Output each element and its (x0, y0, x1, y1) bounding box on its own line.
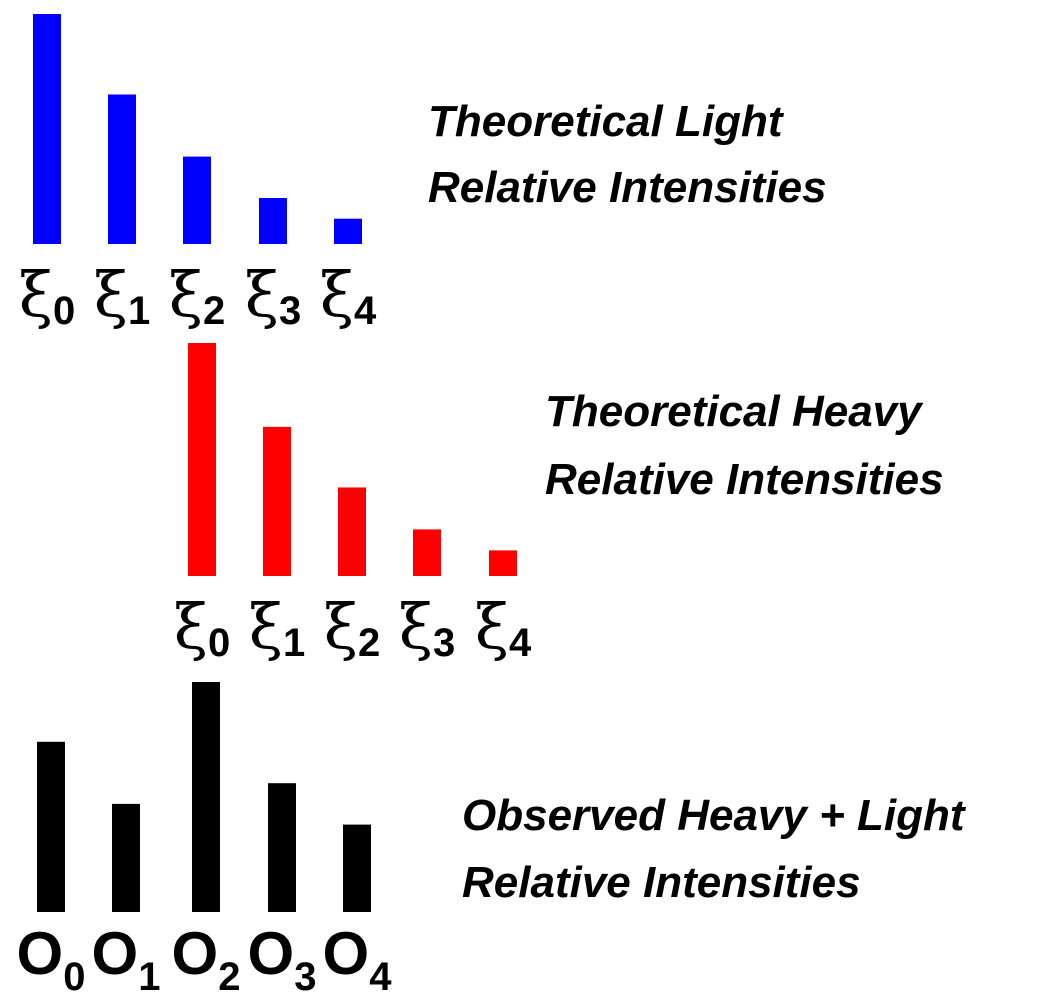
tick-symbol: ξ (475, 590, 509, 663)
tick-symbol: O (92, 920, 139, 987)
tick-label-2-1: O1 (92, 920, 161, 999)
panel-caption-line-1: Relative Intensities (462, 858, 861, 907)
tick-subscript: 4 (354, 289, 377, 333)
bar-2-1 (112, 803, 140, 912)
tick-symbol: ξ (320, 258, 354, 331)
bar-0-4 (334, 218, 362, 244)
tick-subscript: 0 (63, 955, 85, 999)
bar-0-0 (33, 14, 61, 244)
bar-1-0 (188, 343, 216, 576)
tick-subscript: 1 (128, 289, 150, 333)
tick-symbol: ξ (249, 590, 283, 663)
tick-subscript: 2 (203, 289, 225, 333)
tick-symbol: ξ (245, 258, 279, 331)
panel-caption-line-1: Relative Intensities (428, 163, 827, 212)
bar-1-4 (489, 550, 517, 576)
tick-subscript: 4 (369, 955, 392, 999)
tick-subscript: 3 (294, 955, 316, 999)
tick-symbol: O (172, 920, 219, 987)
tick-label-0-3: ξ3 (245, 258, 301, 333)
tick-subscript: 0 (208, 621, 230, 665)
tick-subscript: 2 (358, 621, 380, 665)
tick-subscript: 3 (433, 621, 455, 665)
tick-label-1-1: ξ1 (249, 590, 305, 665)
bar-1-2 (338, 487, 366, 576)
panel-caption-line-0: Observed Heavy + Light (462, 791, 967, 840)
bar-0-1 (108, 94, 136, 244)
tick-symbol: ξ (94, 258, 128, 331)
tick-symbol: ξ (174, 590, 208, 663)
tick-subscript: 1 (138, 955, 160, 999)
tick-label-0-4: ξ4 (320, 258, 377, 333)
tick-symbol: ξ (324, 590, 358, 663)
tick-symbol: O (17, 920, 64, 987)
tick-subscript: 2 (218, 955, 240, 999)
bar-0-2 (183, 156, 211, 244)
tick-label-1-4: ξ4 (475, 590, 532, 665)
tick-label-2-2: O2 (172, 920, 241, 999)
tick-symbol: ξ (19, 258, 53, 331)
panel-caption-line-0: Theoretical Light (428, 97, 785, 146)
tick-label-0-2: ξ2 (169, 258, 225, 333)
tick-label-0-1: ξ1 (94, 258, 150, 333)
panel-caption-line-0: Theoretical Heavy (545, 387, 924, 436)
tick-subscript: 4 (509, 621, 532, 665)
bar-0-3 (259, 198, 287, 244)
tick-label-1-3: ξ3 (399, 590, 455, 665)
bar-2-3 (268, 783, 296, 912)
tick-label-1-2: ξ2 (324, 590, 380, 665)
tick-label-2-4: O4 (323, 920, 393, 999)
bar-1-3 (413, 529, 441, 576)
tick-subscript: 1 (283, 621, 305, 665)
bar-2-4 (343, 824, 371, 912)
tick-label-2-0: O0 (17, 920, 86, 999)
bar-2-0 (37, 741, 65, 912)
tick-label-0-0: ξ0 (19, 258, 75, 333)
panel-caption-line-1: Relative Intensities (545, 455, 944, 504)
tick-label-1-0: ξ0 (174, 590, 230, 665)
tick-symbol: ξ (399, 590, 433, 663)
tick-symbol: O (248, 920, 295, 987)
tick-label-2-3: O3 (248, 920, 317, 999)
tick-symbol: O (323, 920, 370, 987)
tick-symbol: ξ (169, 258, 203, 331)
tick-subscript: 3 (279, 289, 301, 333)
tick-subscript: 0 (53, 289, 75, 333)
bar-1-1 (263, 426, 291, 576)
bar-2-2 (192, 682, 220, 912)
